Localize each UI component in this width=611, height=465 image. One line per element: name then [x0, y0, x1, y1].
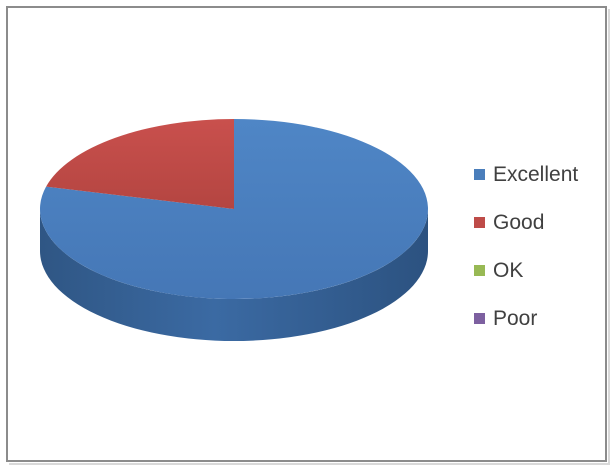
chart-frame-shadow	[9, 9, 610, 465]
pie-slice-good	[46, 119, 235, 209]
legend-label-good: Good	[493, 210, 545, 234]
pie-slice-side-excellent	[40, 209, 428, 341]
pie-slice-excellent	[39, 119, 429, 299]
legend-swatch-poor	[474, 312, 485, 324]
legend-swatch-good	[474, 216, 485, 228]
legend-item-good: Good	[474, 198, 604, 246]
legend-item-ok: OK	[474, 246, 604, 294]
legend-item-excellent: Excellent	[474, 150, 604, 198]
legend-swatch-ok	[474, 264, 485, 276]
legend-label-poor: Poor	[493, 306, 538, 330]
legend-label-excellent: Excellent	[493, 162, 579, 186]
legend-swatch-excellent	[474, 168, 485, 180]
legend-item-poor: Poor	[474, 294, 604, 342]
legend-label-ok: OK	[493, 258, 524, 282]
chart-legend: Excellent Good OK Poor	[474, 150, 604, 342]
